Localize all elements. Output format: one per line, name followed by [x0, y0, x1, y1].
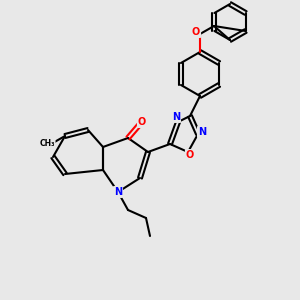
Text: O: O	[192, 27, 200, 37]
Text: N: N	[172, 112, 180, 122]
Text: O: O	[186, 150, 194, 160]
Text: O: O	[138, 117, 146, 127]
Text: CH₃: CH₃	[39, 140, 55, 148]
Text: N: N	[114, 187, 122, 197]
Text: N: N	[198, 127, 206, 137]
